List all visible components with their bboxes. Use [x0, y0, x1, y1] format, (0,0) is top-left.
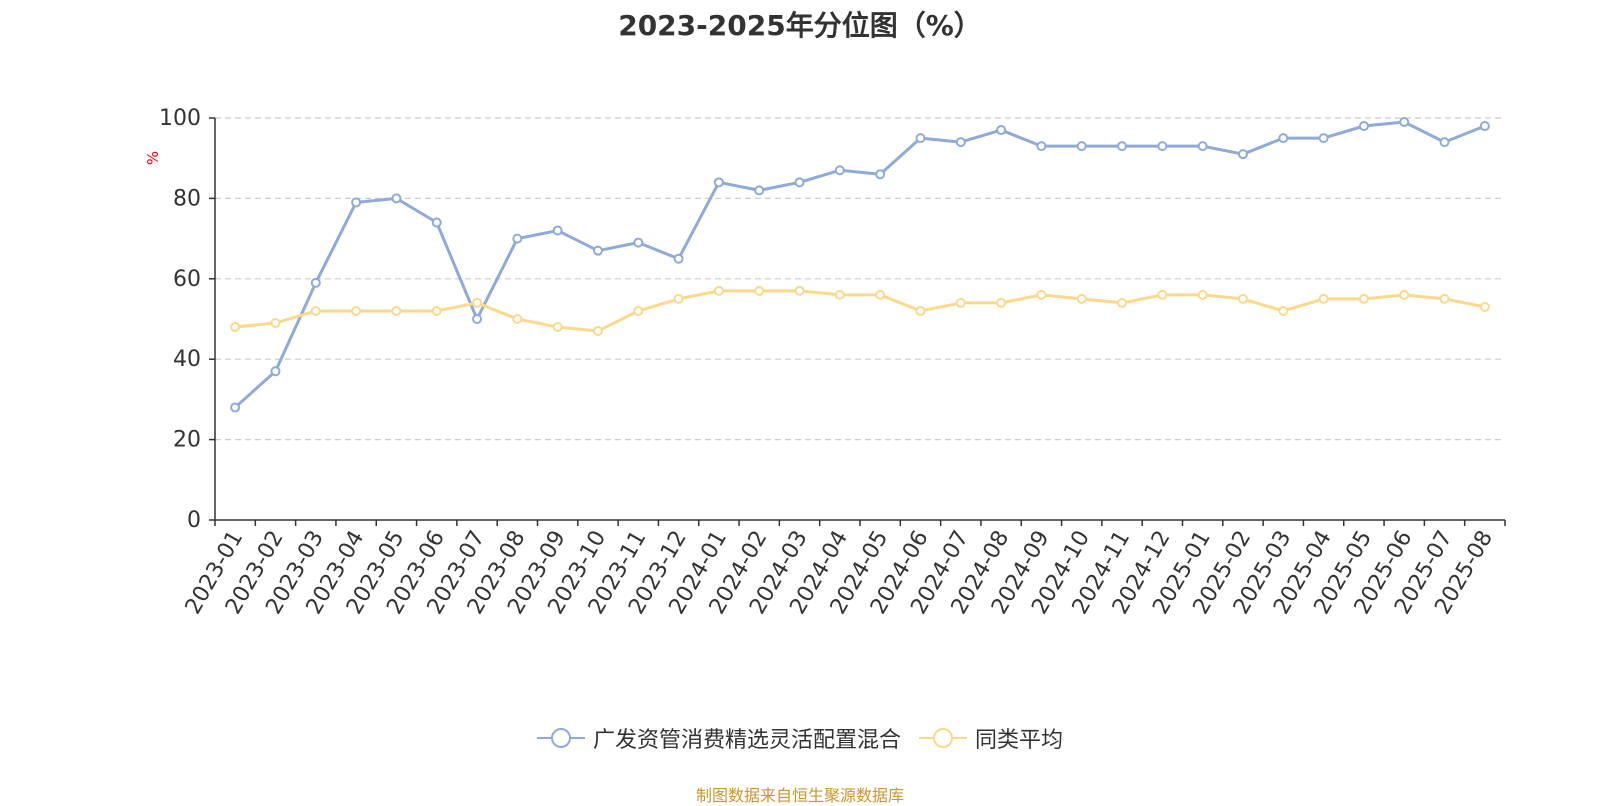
data-point-1 [1237, 293, 1248, 304]
data-point-1 [1318, 293, 1329, 304]
series-line-0 [234, 120, 1486, 409]
data-point-1 [552, 322, 563, 333]
legend-label-fund: 广发资管消费精选灵活配置混合 [592, 728, 901, 753]
legend-marker-fund [536, 728, 585, 748]
y-tick-label: 20 [173, 428, 201, 453]
data-point-0 [1076, 141, 1087, 152]
data-point-0 [592, 245, 603, 256]
data-point-1 [713, 285, 724, 296]
data-point-0 [391, 193, 402, 204]
data-source-note: 制图数据来自恒生聚源数据库 [695, 786, 904, 805]
data-point-1 [310, 305, 321, 316]
data-point-0 [1479, 121, 1490, 132]
data-point-0 [633, 237, 644, 248]
data-point-1 [431, 305, 442, 316]
data-point-0 [351, 197, 362, 208]
data-point-0 [754, 185, 765, 196]
data-point-1 [1439, 293, 1450, 304]
legend-label-peer-average: 同类平均 [975, 728, 1064, 753]
y-tick-label: 60 [173, 267, 201, 292]
data-point-0 [996, 125, 1007, 136]
data-point-0 [1197, 141, 1208, 152]
data-point-0 [955, 137, 966, 148]
data-point-1 [592, 326, 603, 337]
data-point-1 [754, 285, 765, 296]
data-point-1 [1197, 289, 1208, 300]
data-point-0 [310, 277, 321, 288]
y-tick-label: 0 [187, 508, 201, 533]
data-point-1 [794, 285, 805, 296]
y-tick-label: 80 [173, 186, 201, 211]
data-point-0 [915, 133, 926, 144]
data-point-1 [391, 305, 402, 316]
data-point-1 [996, 297, 1007, 308]
legend-item-fund[interactable]: 广发资管消费精选灵活配置混合 [536, 722, 901, 754]
data-point-1 [351, 305, 362, 316]
data-point-0 [1278, 133, 1289, 144]
data-point-0 [1399, 117, 1410, 128]
data-point-0 [713, 177, 724, 188]
data-point-1 [1157, 289, 1168, 300]
series-line-1 [235, 289, 1486, 333]
data-point-1 [1479, 301, 1490, 312]
data-point-0 [552, 225, 563, 236]
data-point-1 [1036, 289, 1047, 300]
data-point-0 [834, 165, 845, 176]
y-tick-label: 40 [173, 347, 201, 372]
data-point-1 [915, 305, 926, 316]
data-point-0 [1036, 141, 1047, 152]
data-point-1 [1076, 293, 1087, 304]
data-point-1 [1399, 289, 1410, 300]
data-point-0 [270, 366, 281, 377]
data-point-0 [1157, 141, 1168, 152]
y-tick-label: 100 [159, 106, 201, 131]
data-point-1 [1117, 297, 1128, 308]
data-point-1 [875, 289, 886, 300]
y-axis-label: % [144, 151, 162, 165]
chart-title: 2023-2025年分位图（%） [618, 9, 982, 42]
legend-marker-peer-average [919, 728, 967, 748]
data-point-0 [512, 233, 523, 244]
data-point-1 [230, 322, 241, 333]
data-point-1 [834, 289, 845, 300]
data-point-0 [230, 402, 241, 413]
data-point-1 [472, 297, 483, 308]
data-point-1 [270, 318, 281, 329]
data-point-0 [1237, 149, 1248, 160]
data-point-1 [633, 305, 644, 316]
data-point-1 [955, 297, 966, 308]
data-point-1 [1358, 293, 1369, 304]
legend-item-peer-average[interactable]: 同类平均 [919, 722, 1063, 754]
data-point-1 [673, 293, 684, 304]
legend: 广发资管消费精选灵活配置混合 同类平均 [0, 722, 1600, 754]
data-point-0 [1117, 141, 1128, 152]
data-point-1 [1278, 305, 1289, 316]
data-point-0 [1439, 137, 1450, 148]
data-point-0 [794, 177, 805, 188]
data-point-0 [1358, 121, 1369, 132]
data-point-1 [512, 314, 523, 324]
data-point-0 [472, 314, 483, 324]
data-point-0 [673, 253, 684, 264]
data-point-0 [1318, 133, 1329, 144]
data-point-0 [431, 217, 442, 228]
data-point-0 [875, 169, 886, 180]
